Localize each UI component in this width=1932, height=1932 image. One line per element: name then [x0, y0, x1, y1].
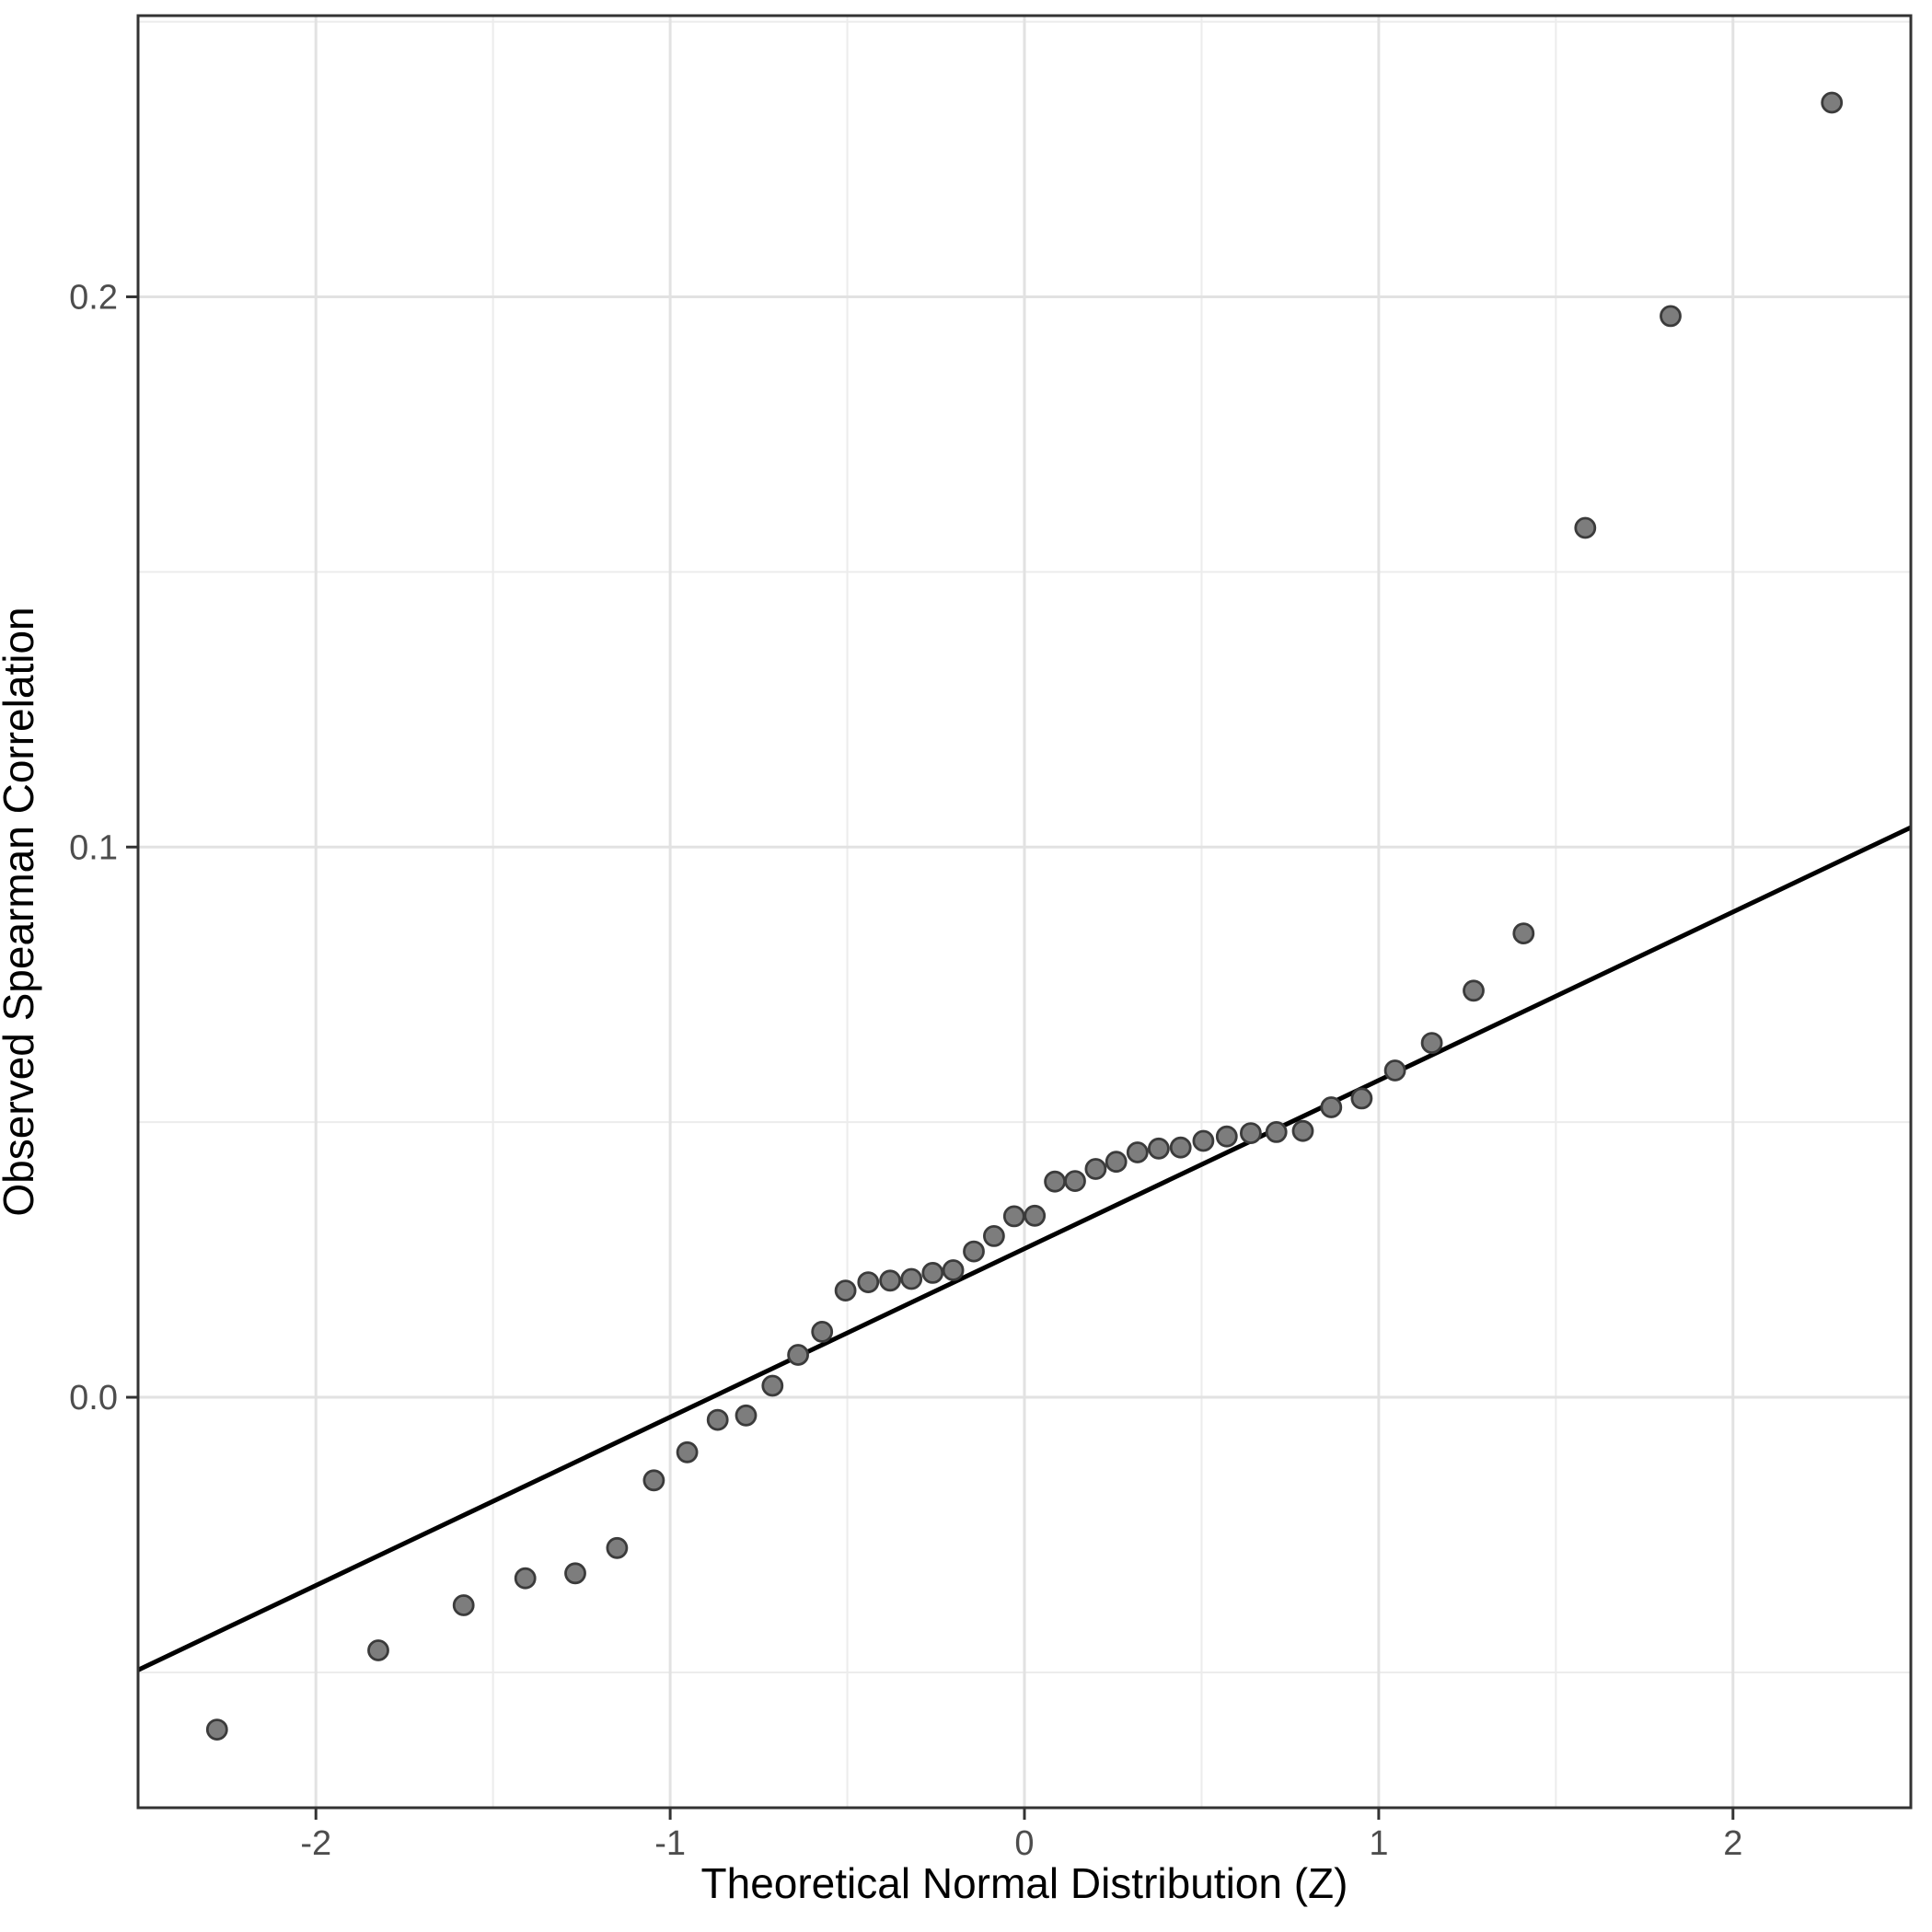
data-points-layer: [205, 91, 1844, 1741]
data-point: [1660, 305, 1682, 328]
data-point: [564, 1562, 586, 1585]
data-point: [1024, 1204, 1047, 1227]
data-point: [834, 1279, 857, 1301]
data-point: [1350, 1087, 1373, 1110]
x-axis-title: Theoretical Normal Distribution (Z): [701, 1859, 1348, 1907]
data-point: [857, 1271, 880, 1293]
data-point: [1512, 922, 1535, 944]
data-point: [1265, 1121, 1288, 1143]
x-tick-label: 2: [1723, 1824, 1742, 1863]
data-point: [879, 1269, 901, 1292]
data-point: [1420, 1032, 1443, 1054]
y-axis-ticks: [126, 295, 138, 1399]
data-point: [706, 1408, 729, 1431]
data-point: [1383, 1059, 1406, 1082]
y-axis-tick-labels: 0.0 0.1 0.2: [69, 278, 118, 1417]
data-point: [1105, 1151, 1128, 1174]
data-point: [963, 1240, 985, 1263]
data-point: [1084, 1158, 1107, 1180]
data-point: [1064, 1170, 1086, 1192]
data-point: [205, 1718, 228, 1741]
x-tick-label: -1: [654, 1824, 686, 1863]
data-point: [1574, 516, 1597, 539]
data-point: [735, 1404, 758, 1427]
data-point: [942, 1259, 965, 1281]
data-point: [514, 1567, 537, 1590]
data-point: [452, 1594, 475, 1616]
data-point: [1291, 1119, 1314, 1142]
data-point: [1240, 1122, 1262, 1144]
x-axis-tick-labels: -2 -1 0 1 2: [300, 1824, 1742, 1863]
data-point: [1126, 1141, 1149, 1163]
x-tick-label: 0: [1014, 1824, 1034, 1863]
x-tick-label: 1: [1369, 1824, 1388, 1863]
data-point: [1044, 1170, 1066, 1193]
data-point: [1215, 1125, 1238, 1148]
data-point: [900, 1267, 923, 1290]
data-point: [1169, 1136, 1192, 1159]
data-point: [983, 1225, 1005, 1247]
data-point: [676, 1440, 699, 1463]
data-point: [1002, 1205, 1025, 1228]
y-tick-label: 0.1: [69, 828, 118, 867]
x-axis-ticks: [314, 1808, 1735, 1820]
data-point: [606, 1536, 629, 1559]
y-tick-label: 0.0: [69, 1379, 118, 1417]
data-point: [761, 1374, 784, 1397]
data-point: [1320, 1096, 1343, 1118]
data-point: [1148, 1137, 1170, 1160]
major-gridlines: [138, 16, 1911, 1808]
x-tick-label: -2: [300, 1824, 331, 1863]
data-point: [1463, 979, 1485, 1002]
reference-line: [136, 825, 1913, 1672]
y-tick-label: 0.2: [69, 278, 118, 317]
data-point: [367, 1639, 389, 1661]
data-point: [811, 1321, 834, 1343]
data-point: [1821, 91, 1844, 114]
data-point: [642, 1469, 665, 1492]
data-point: [787, 1344, 809, 1366]
data-point: [921, 1262, 944, 1284]
data-point: [1192, 1129, 1215, 1152]
y-axis-title: Observed Spearman Correlation: [0, 607, 42, 1216]
